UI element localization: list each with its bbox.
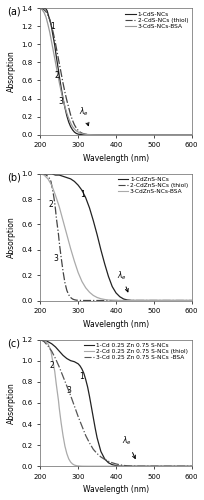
Text: $\lambda_e$: $\lambda_e$ (79, 105, 89, 126)
X-axis label: Wavelength (nm): Wavelength (nm) (83, 320, 149, 328)
Text: 1: 1 (80, 372, 84, 381)
Y-axis label: Absorption: Absorption (7, 216, 16, 258)
Legend: 1-CdZnS-NCs, 2-CdZnS-NCs (thiol), 3-CdZnS-NCs-BSA: 1-CdZnS-NCs, 2-CdZnS-NCs (thiol), 3-CdZn… (117, 176, 189, 195)
Text: 2: 2 (54, 70, 59, 80)
Text: (c): (c) (7, 338, 20, 348)
Text: $\lambda_e$: $\lambda_e$ (117, 269, 128, 292)
Text: 3: 3 (58, 97, 63, 106)
Text: (b): (b) (7, 172, 21, 182)
Text: 2: 2 (49, 362, 54, 370)
Text: (a): (a) (7, 7, 21, 17)
Text: $\lambda_e$: $\lambda_e$ (122, 434, 135, 458)
Legend: 1-CdS-NCs, 2-CdS-NCs (thiol), 3-CdS-NCs-BSA: 1-CdS-NCs, 2-CdS-NCs (thiol), 3-CdS-NCs-… (125, 11, 189, 29)
Legend: 1-Cd 0.25 Zn 0.75 S-NCs, 2-Cd 0.25 Zn 0.75 S-NCs (thiol), 3-Cd 0.25 Zn 0.75 S-NC: 1-Cd 0.25 Zn 0.75 S-NCs, 2-Cd 0.25 Zn 0.… (83, 342, 189, 360)
Y-axis label: Absorption: Absorption (7, 382, 16, 424)
Text: 2: 2 (49, 200, 53, 208)
Text: 1: 1 (80, 190, 85, 198)
X-axis label: Wavelength (nm): Wavelength (nm) (83, 154, 149, 163)
Y-axis label: Absorption: Absorption (7, 50, 16, 92)
Text: 1: 1 (50, 22, 55, 30)
X-axis label: Wavelength (nm): Wavelength (nm) (83, 486, 149, 494)
Text: 3: 3 (53, 254, 58, 263)
Text: 3: 3 (66, 386, 71, 394)
